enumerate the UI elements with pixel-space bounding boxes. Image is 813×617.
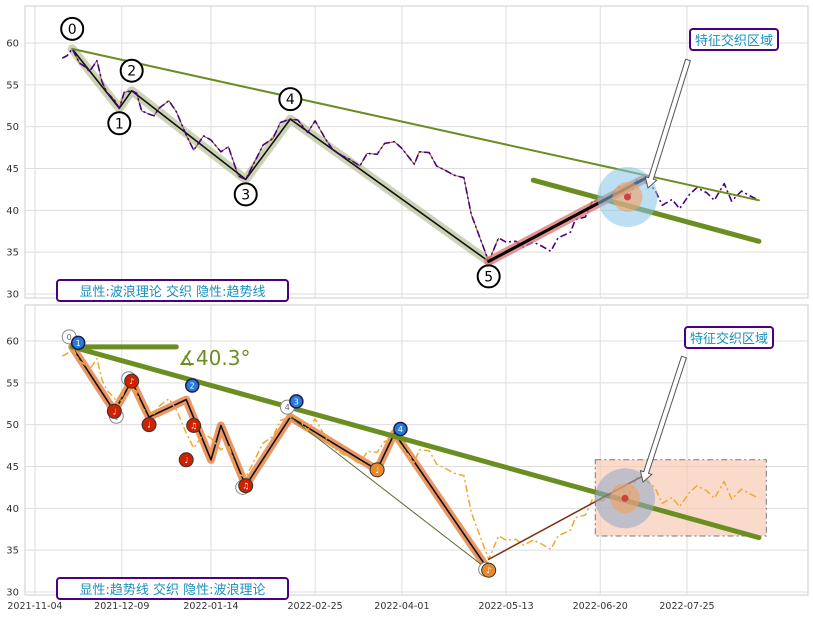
bottom-panel: 30354045505560∡40.3°012345♩♪♩♫♩♫♩♪1234特征… (6, 304, 809, 612)
bottom-note-marker-4 (178, 452, 194, 468)
bottom-note-label-2: ♩ (147, 421, 151, 430)
bottom-blue-label-1: 1 (76, 339, 81, 348)
bottom-caption: 显性:趋势线 交织 隐性:波浪理论 (79, 582, 265, 598)
bottom-note-marker-2 (141, 417, 157, 433)
bottom-annotation-arrow (639, 355, 688, 483)
bottom-ytick-label: 60 (6, 337, 19, 348)
top-wave-marker-4 (278, 87, 303, 112)
bottom-price-series (61, 346, 760, 561)
top-ytick-label: 60 (6, 39, 19, 50)
top-price-series (61, 48, 760, 263)
bottom-blue-marker-4 (393, 421, 408, 437)
bottom-note-label-6: ♩ (375, 466, 379, 475)
bottom-wave-thin (289, 416, 490, 571)
top-wave-line (71, 48, 490, 263)
top-wave-label-0: 0 (68, 22, 77, 38)
bottom-ytick-label: 30 (6, 588, 19, 599)
bottom-blue-label-4: 4 (398, 425, 403, 434)
top-wave-label-2: 2 (127, 64, 136, 80)
bottom-note-marker-7 (481, 562, 497, 578)
bottom-note-label-0: ♩ (112, 407, 116, 416)
bottom-xtick-label: 2022-07-25 (659, 601, 714, 612)
bottom-annotation-label: 特征交织区域 (690, 331, 768, 347)
bottom-ytick-label: 40 (6, 504, 19, 515)
bottom-xtick-label: 2022-05-13 (478, 601, 533, 612)
bottom-frame (24, 304, 809, 596)
bottom-xtick-label: 2021-11-04 (7, 601, 62, 612)
bottom-blue-label-2: 2 (190, 382, 195, 391)
top-ytick-label: 40 (6, 206, 19, 217)
bottom-note-label-1: ♪ (129, 377, 134, 386)
bottom-wave-marker-label-0: 0 (67, 333, 72, 342)
bottom-intersection-dot (621, 494, 629, 502)
bottom-note-label-3: ♫ (190, 422, 197, 431)
bottom-xtick-label: 2021-12-09 (94, 601, 149, 612)
top-caption-box (56, 279, 289, 302)
bottom-ytick-label: 45 (6, 462, 19, 473)
bottom-blue-marker-2 (184, 378, 200, 393)
bottom-wave-marker-label-4: 4 (285, 403, 290, 412)
top-wave-marker-0 (60, 16, 85, 41)
bottom-caption-box (56, 577, 289, 600)
bottom-note-marker-6 (369, 462, 385, 478)
bottom-ytick-label: 35 (6, 546, 19, 557)
top-ytick-label: 50 (6, 122, 19, 133)
top-ytick-label: 45 (6, 164, 19, 175)
bottom-xtick-label: 2022-01-14 (183, 601, 238, 612)
top-caption: 显性:波浪理论 交织 隐性:趋势线 (79, 284, 265, 300)
bottom-ytick-label: 50 (6, 420, 19, 431)
bottom-angle-label: ∡40.3° (178, 346, 250, 370)
bottom-note-label-5: ♫ (242, 482, 249, 491)
top-annotation-arrow (644, 58, 692, 189)
top-intersection-dot (624, 193, 632, 201)
top-ytick-label: 35 (6, 248, 19, 259)
top-wave-marker-2 (119, 58, 144, 83)
bottom-blue-label-3: 3 (294, 397, 299, 406)
bottom-annotation-label-box (684, 326, 774, 349)
bottom-xtick-label: 2022-06-20 (573, 601, 628, 612)
bottom-note-marker-5 (238, 478, 254, 494)
top-ytick-label: 55 (6, 80, 19, 91)
top-annotation-label-box (689, 28, 779, 51)
bottom-xtick-label: 2022-02-25 (288, 601, 343, 612)
bottom-ytick-label: 55 (6, 378, 19, 389)
top-frame (24, 5, 809, 299)
top-wave-marker-5 (476, 264, 501, 289)
bottom-note-marker-3 (186, 418, 202, 434)
bottom-note-label-7: ♪ (486, 566, 491, 575)
bottom-note-label-4: ♩ (184, 456, 188, 465)
bottom-note-marker-1 (124, 373, 140, 389)
bottom-blue-marker-1 (70, 335, 86, 351)
top-wave-marker-3 (233, 182, 258, 207)
bottom-note-marker-0 (106, 403, 122, 419)
top-wave-label-5: 5 (484, 269, 493, 285)
top-ytick-label: 30 (6, 290, 19, 301)
top-wave-marker-1 (107, 111, 132, 136)
bottom-xtick-label: 2022-04-01 (374, 601, 429, 612)
top-wave-label-3: 3 (241, 187, 250, 203)
top-annotation-label: 特征交织区域 (695, 33, 773, 49)
top-wave-label-1: 1 (115, 116, 124, 132)
bottom-blue-marker-3 (289, 394, 304, 409)
top-wave-label-4: 4 (286, 92, 295, 108)
